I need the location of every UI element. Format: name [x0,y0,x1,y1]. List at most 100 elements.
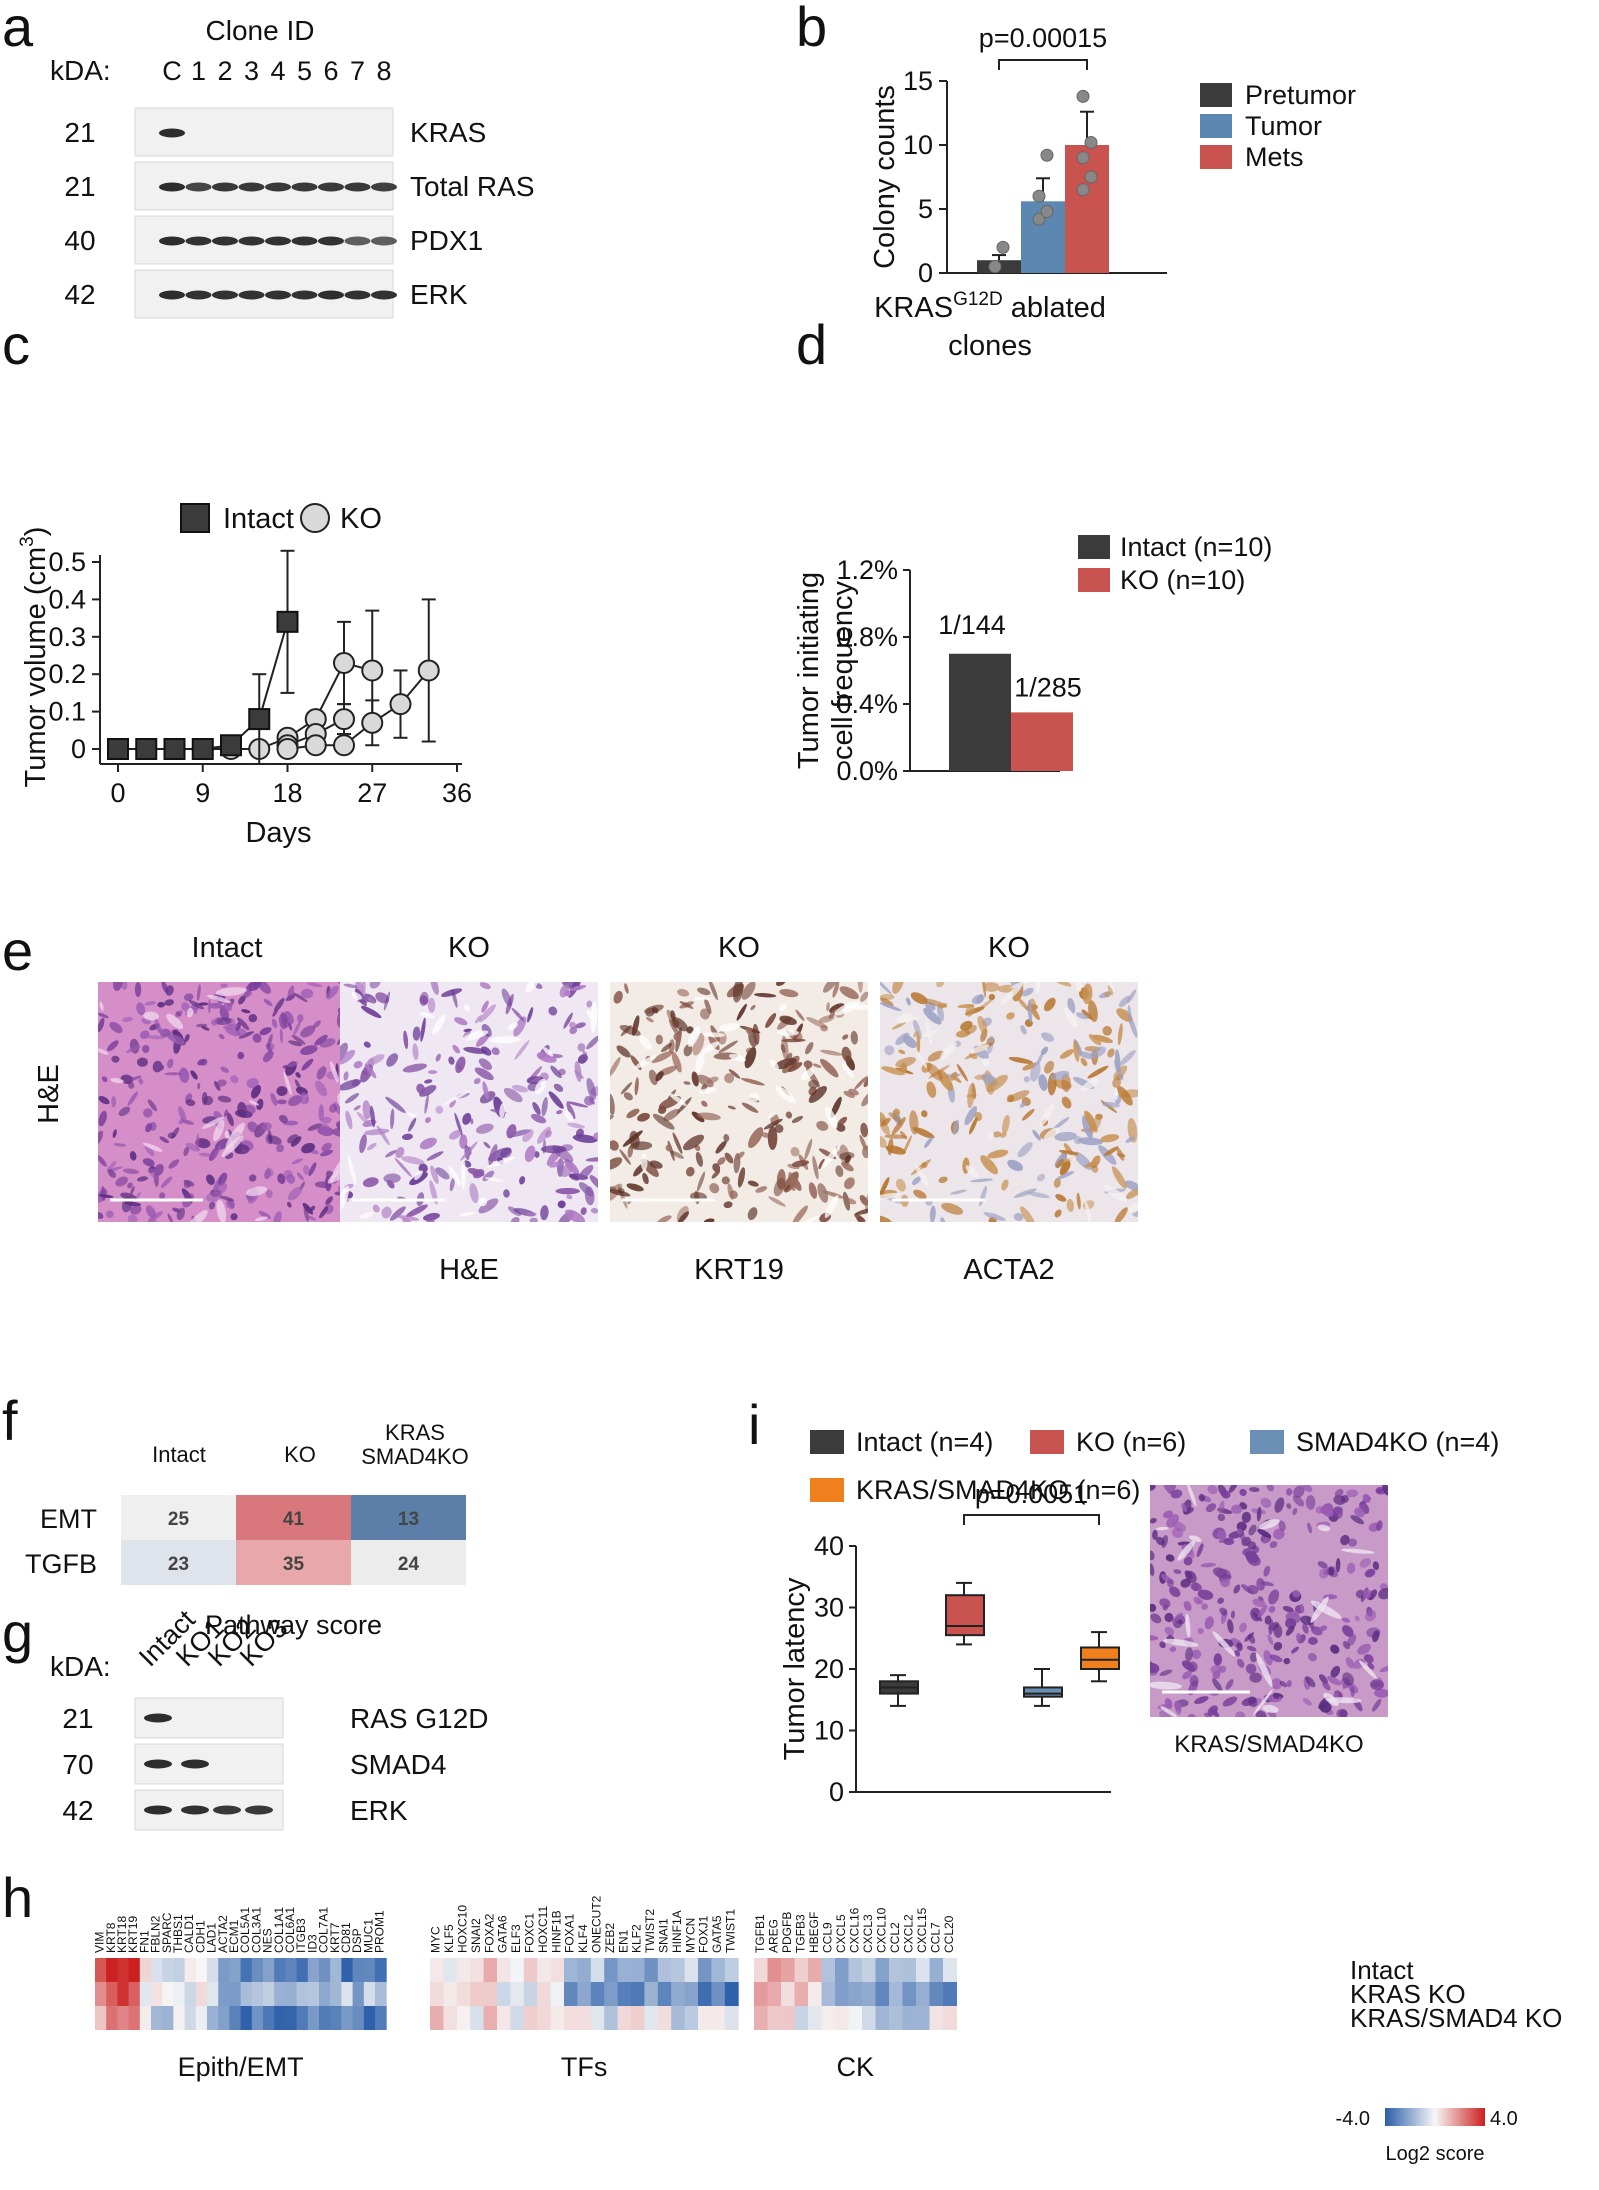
cell [1183,1601,1192,1611]
cell [727,1105,736,1110]
heatmap-cell [835,1982,849,2006]
cell [912,1018,922,1040]
cell [986,1074,1008,1093]
stroma [1186,1485,1197,1507]
cell [1346,1562,1356,1574]
cell [1223,1538,1235,1546]
cell [880,1177,890,1195]
cell [969,1117,978,1135]
cell [171,1127,180,1139]
cell [921,1110,928,1118]
cell [765,1013,777,1029]
heatmap-cell [671,1958,686,1982]
cell [127,1214,138,1222]
cell [683,1081,691,1085]
heatmap-cell [631,2006,645,2030]
gene-label: ONECUT2 [590,1895,604,1953]
group-label: TFs [561,2052,608,2082]
cell [287,1134,299,1144]
cell [429,1180,438,1205]
heatmap-cell [330,1982,342,2006]
cell [142,1044,150,1054]
cell [230,1213,238,1221]
cell [1103,1146,1119,1157]
cell [1354,1507,1365,1518]
cell [363,1128,390,1136]
heatmap-cell [274,1982,286,2006]
y-tick-label: 5 [918,194,933,224]
cell [243,990,253,998]
marker-ko [333,734,355,757]
bar-ko [1011,712,1073,771]
heatmap-cell [875,1982,890,2006]
x-axis-label-line2: clones [948,330,1032,362]
cell [791,1115,804,1124]
lumen [1102,1184,1127,1202]
cell [723,1201,733,1209]
cell [121,982,128,990]
heatmap-cell [808,1958,822,1982]
cell [863,1074,868,1088]
cell [157,1064,164,1071]
cell [214,1017,232,1026]
heatmap-cell [754,1958,768,1982]
lumen [407,1112,417,1118]
cell [167,1058,174,1069]
cell [1225,1679,1234,1690]
cell [1113,1059,1124,1081]
cell [887,1138,894,1156]
cell [224,1109,228,1117]
cell [923,1008,942,1025]
cell [514,1040,530,1060]
stroma [1155,1526,1169,1531]
heatmap-cell [363,1958,376,1982]
heatmap-cell [443,2006,458,2030]
heatmap-cell [698,2006,712,2030]
cell [136,1002,146,1016]
cell [940,1217,946,1222]
heatmap-cell [902,1958,917,1982]
cell [574,1022,586,1029]
cell [982,982,1000,992]
cell [506,1124,517,1139]
cell [1305,1676,1316,1688]
heatmap-cell [767,2006,782,2030]
group-label: CK [836,2052,874,2082]
cell [1362,1493,1371,1503]
cell [426,1151,444,1161]
stroma [1253,1689,1273,1716]
cell [454,1017,468,1026]
cell [321,1142,332,1152]
cell [610,1114,614,1121]
gene-label: CXCL2 [901,1914,915,1953]
cell [305,1096,309,1104]
cell [1263,1565,1271,1577]
cell [563,1012,573,1029]
cell [1269,1654,1283,1663]
heatmap-cell [862,1958,876,1982]
cell [665,1144,672,1152]
heatmap-cell [794,1982,809,2006]
y-tick-label: 0.5 [48,547,86,577]
cell [307,1123,323,1131]
blot-kda: 21 [64,171,95,202]
cell [740,1077,765,1086]
cell [817,1183,829,1203]
cell [1355,1589,1365,1599]
lumen [1067,1154,1077,1161]
cell [197,1082,201,1090]
stroma [1317,1524,1331,1532]
cell [1218,1500,1225,1514]
lumen [186,1007,194,1018]
cell [1016,996,1030,1012]
significance-bracket [998,59,1088,70]
cell [292,992,308,1003]
cell [1073,1135,1083,1145]
cell [1127,1004,1132,1024]
heatmap-cell [698,1958,712,1982]
lumen [702,1032,726,1038]
cell [142,1158,155,1167]
lumen [330,1160,342,1183]
cell [848,1088,859,1096]
cell [909,1110,919,1135]
